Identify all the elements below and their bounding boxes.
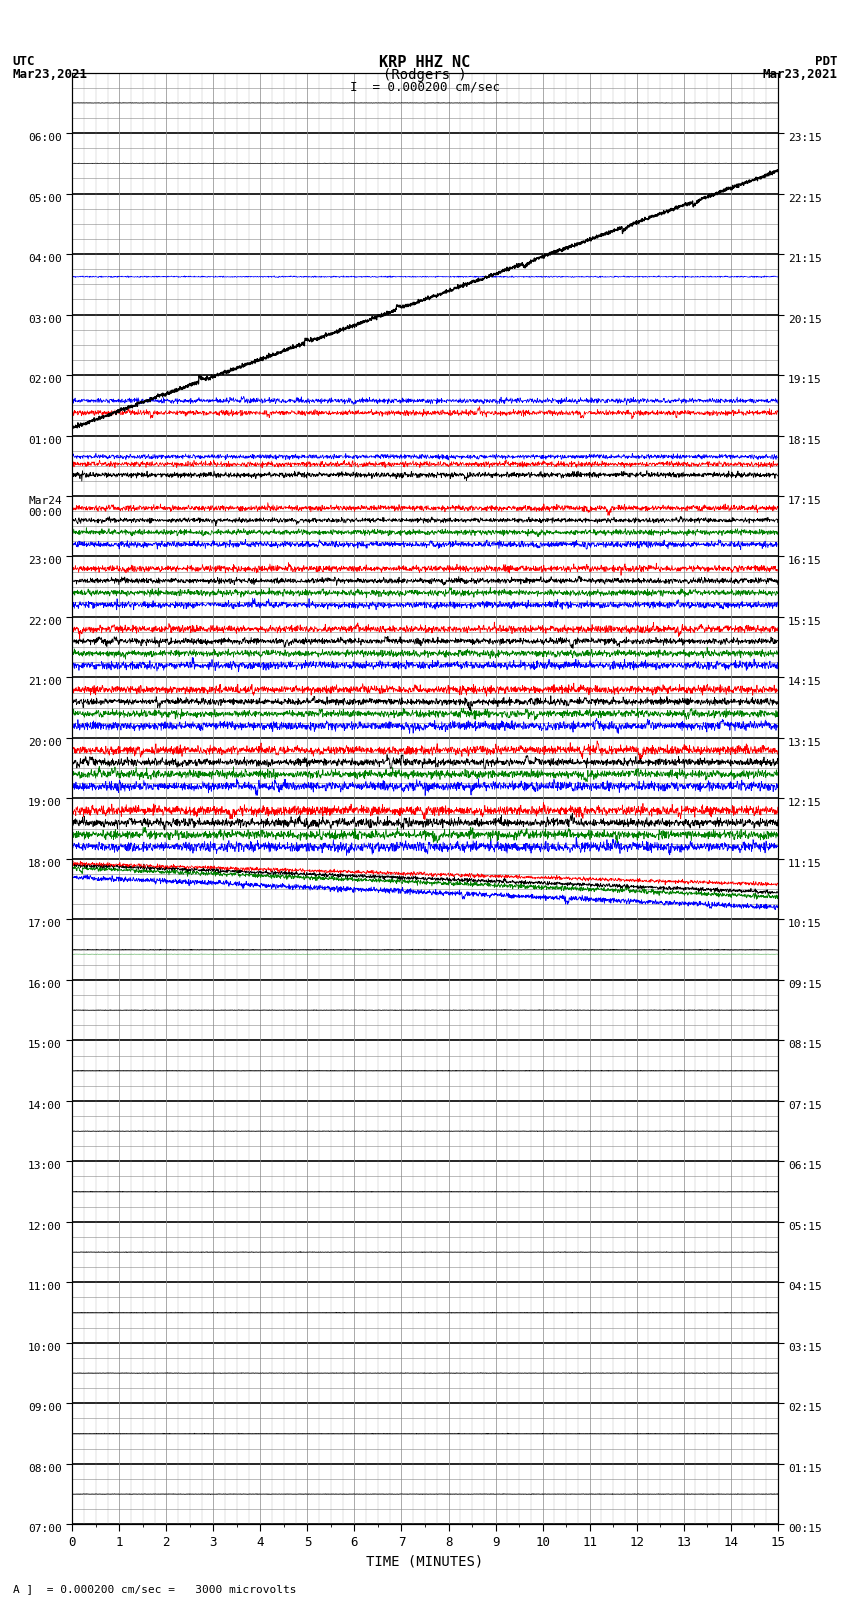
- Text: Mar23,2021: Mar23,2021: [762, 68, 837, 81]
- X-axis label: TIME (MINUTES): TIME (MINUTES): [366, 1555, 484, 1569]
- Text: I  = 0.000200 cm/sec: I = 0.000200 cm/sec: [350, 81, 500, 94]
- Text: PDT: PDT: [815, 55, 837, 68]
- Text: (Rodgers ): (Rodgers ): [383, 68, 467, 82]
- Text: Mar23,2021: Mar23,2021: [13, 68, 88, 81]
- Text: A ]  = 0.000200 cm/sec =   3000 microvolts: A ] = 0.000200 cm/sec = 3000 microvolts: [13, 1584, 297, 1594]
- Text: UTC: UTC: [13, 55, 35, 68]
- Text: KRP HHZ NC: KRP HHZ NC: [379, 55, 471, 69]
